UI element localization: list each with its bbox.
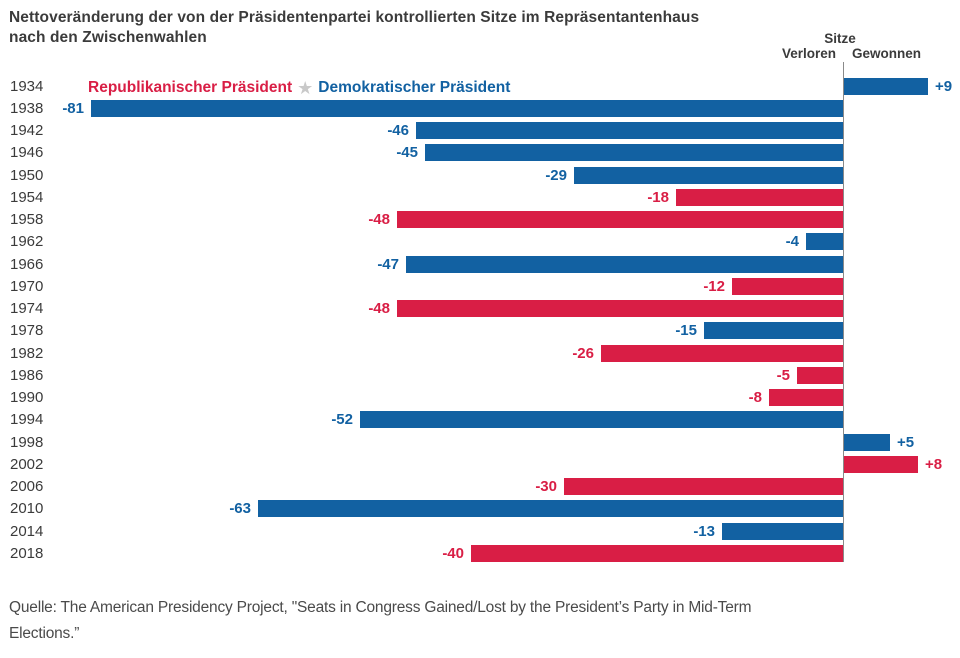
year-label-1978: 1978: [10, 322, 44, 339]
axis-label-gained: Gewonnen: [852, 46, 922, 61]
value-label-2002: +8: [925, 456, 943, 473]
year-label-2014: 2014: [10, 523, 44, 540]
year-label-1990: 1990: [10, 389, 44, 406]
bar-1958: [397, 211, 843, 228]
value-label-1982: -26: [572, 345, 594, 362]
chart-title-line1: Nettoveränderung der von der Präsidenten…: [9, 9, 700, 26]
value-label-1998: +5: [897, 434, 915, 451]
bar-1994: [360, 411, 843, 428]
bar-1962: [806, 233, 843, 250]
year-label-1970: 1970: [10, 278, 44, 295]
bar-2006: [564, 478, 843, 495]
year-label-1974: 1974: [10, 300, 44, 317]
year-label-2006: 2006: [10, 478, 44, 495]
year-label-2018: 2018: [10, 545, 44, 562]
year-label-1994: 1994: [10, 411, 44, 428]
bar-1978: [704, 322, 843, 339]
year-label-2002: 2002: [10, 456, 44, 473]
value-label-1954: -18: [647, 189, 669, 206]
bar-2014: [722, 523, 843, 540]
value-label-1974: -48: [368, 300, 390, 317]
value-label-1978: -15: [675, 322, 697, 339]
value-label-1942: -46: [387, 122, 409, 139]
star-icon: ★: [297, 78, 314, 98]
year-label-1946: 1946: [10, 144, 44, 161]
bar-1990: [769, 389, 843, 406]
value-label-1986: -5: [776, 367, 790, 384]
value-label-1970: -12: [703, 278, 725, 295]
bar-1942: [416, 122, 843, 139]
legend: Republikanischer Präsident ★ Demokratische…: [88, 79, 510, 97]
bar-1950: [574, 167, 843, 184]
source-line2: Elections.”: [9, 625, 80, 642]
bar-1946: [425, 144, 843, 161]
year-label-1958: 1958: [10, 211, 44, 228]
value-label-1938: -81: [62, 100, 84, 117]
bar-2018: [471, 545, 843, 562]
source-note: Quelle: The American Presidency Project,…: [9, 595, 909, 647]
zero-axis-line: [843, 62, 844, 562]
bar-1966: [406, 256, 843, 273]
value-label-2018: -40: [442, 545, 464, 562]
year-label-1950: 1950: [10, 167, 44, 184]
year-label-1934: 1934: [10, 78, 44, 95]
value-label-1966: -47: [377, 256, 399, 273]
axis-label-lost: Verloren: [781, 46, 836, 61]
value-label-2014: -13: [693, 523, 715, 540]
value-label-1958: -48: [368, 211, 390, 228]
value-label-1946: -45: [396, 144, 418, 161]
bar-1954: [676, 189, 843, 206]
axis-header-seats: Sitze: [824, 31, 856, 46]
value-label-2010: -63: [229, 500, 251, 517]
year-label-1954: 1954: [10, 189, 44, 206]
year-label-1986: 1986: [10, 367, 44, 384]
year-label-2010: 2010: [10, 500, 44, 517]
year-label-1982: 1982: [10, 345, 44, 362]
year-label-1942: 1942: [10, 122, 44, 139]
year-label-1998: 1998: [10, 434, 44, 451]
bar-1986: [797, 367, 843, 384]
legend-republican: Republikanischer Präsident: [88, 79, 293, 96]
chart-title: Nettoveränderung der von der Präsidenten…: [9, 8, 699, 47]
bar-1974: [397, 300, 843, 317]
bar-1982: [601, 345, 843, 362]
value-label-1994: -52: [331, 411, 353, 428]
bar-1938: [91, 100, 843, 117]
value-label-2006: -30: [535, 478, 557, 495]
year-label-1938: 1938: [10, 100, 44, 117]
bar-2002: [844, 456, 918, 473]
bar-1970: [732, 278, 843, 295]
source-line1: Quelle: The American Presidency Project,…: [9, 599, 752, 616]
year-label-1962: 1962: [10, 233, 44, 250]
chart-title-line2: nach den Zwischenwahlen: [9, 28, 207, 46]
year-label-1966: 1966: [10, 256, 44, 273]
bar-1934: [844, 78, 928, 95]
value-label-1962: -4: [785, 233, 799, 250]
value-label-1934: +9: [935, 78, 953, 95]
bar-2010: [258, 500, 843, 517]
value-label-1950: -29: [545, 167, 567, 184]
bar-1998: [844, 434, 890, 451]
value-label-1990: -8: [748, 389, 762, 406]
legend-democratic: Demokratischer Präsident: [318, 79, 511, 96]
